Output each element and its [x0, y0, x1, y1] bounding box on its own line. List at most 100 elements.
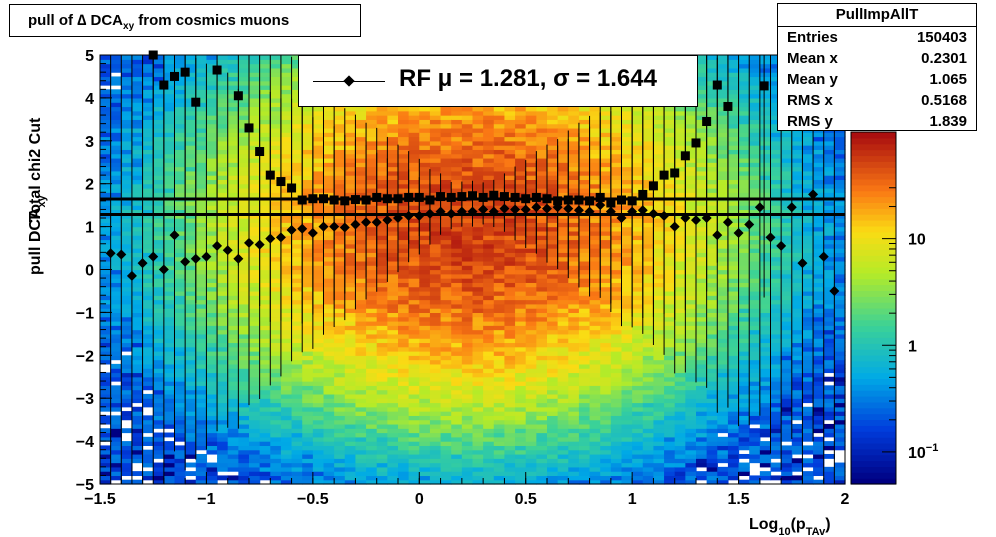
heatmap-cell: [121, 295, 133, 301]
heatmap-cell: [355, 303, 367, 309]
heatmap-cell: [355, 123, 367, 129]
heatmap-cell: [153, 260, 165, 266]
heatmap-cell: [334, 213, 346, 219]
heatmap-cell: [568, 419, 580, 425]
heatmap-cell: [621, 338, 633, 344]
heatmap-cell: [312, 290, 325, 296]
heatmap-cell: [131, 453, 144, 459]
heatmap-cell: [249, 93, 261, 99]
heatmap-cell: [270, 110, 282, 116]
heatmap-cell: [632, 479, 644, 485]
heatmap-cell: [408, 153, 420, 159]
heatmap-cell: [621, 230, 633, 236]
heatmap-cell: [398, 445, 410, 451]
heatmap-cell: [578, 157, 591, 163]
heatmap-cell: [536, 320, 548, 326]
heatmap-cell: [100, 299, 112, 305]
heatmap-cell: [376, 372, 388, 378]
heatmap-cell: [121, 102, 133, 108]
heatmap-cell: [366, 325, 378, 331]
heatmap-cell: [568, 398, 580, 404]
heatmap-cell: [483, 235, 495, 241]
heatmap-cell: [344, 222, 357, 228]
heatmap-cell: [376, 462, 388, 468]
heatmap-cell: [589, 393, 601, 399]
heatmap-cell: [525, 162, 537, 168]
heatmap-cell: [355, 115, 367, 120]
heatmap-cell: [547, 333, 559, 339]
heatmap-cell: [578, 363, 591, 369]
heatmap-cell: [334, 205, 346, 211]
heatmap-cell: [419, 153, 431, 159]
heatmap-cell: [249, 213, 261, 219]
heatmap-cell: [142, 265, 154, 271]
heatmap-cell: [461, 423, 474, 429]
heatmap-cell: [419, 419, 431, 425]
heatmap-cell: [249, 286, 261, 292]
heatmap-cell: [515, 273, 527, 279]
heatmap-cell: [142, 320, 154, 326]
heatmap-cell: [142, 63, 154, 69]
heatmap-cell: [131, 308, 144, 313]
heatmap-cell: [142, 205, 154, 211]
heatmap-cell: [398, 123, 410, 129]
heatmap-cell: [355, 316, 367, 322]
heatmap-cell: [366, 299, 378, 305]
heatmap-cell: [195, 428, 208, 434]
heatmap-cell: [632, 445, 644, 451]
heatmap-cell: [398, 132, 410, 138]
heatmap-cell: [238, 76, 250, 82]
heatmap-cell: [600, 200, 612, 206]
heatmap-cell: [174, 290, 186, 296]
heatmap-cell: [536, 346, 548, 352]
heatmap-cell: [461, 273, 474, 279]
heatmap-cell: [419, 329, 431, 335]
heatmap-cell: [525, 235, 537, 241]
heatmap-cell: [461, 385, 474, 391]
heatmap-cell: [259, 381, 271, 386]
heatmap-cell: [227, 351, 239, 356]
heatmap-cell: [557, 200, 569, 206]
heatmap-cell: [387, 479, 399, 485]
heatmap-cell: [238, 183, 250, 189]
heatmap-cell: [547, 140, 559, 146]
heatmap-cell: [632, 458, 644, 464]
heatmap-cell: [217, 385, 229, 391]
heatmap-cell: [185, 55, 197, 60]
heatmap-cell: [376, 312, 388, 318]
heatmap-cell: [100, 415, 112, 421]
heatmap-cell: [312, 179, 325, 185]
heatmap-cell: [131, 449, 144, 455]
heatmap-cell: [270, 80, 282, 86]
heatmap-cell: [174, 166, 186, 172]
heatmap-cell: [536, 123, 548, 129]
heatmap-cell: [568, 106, 580, 112]
heatmap-cell: [302, 260, 314, 266]
heatmap-cell: [610, 428, 623, 434]
heatmap-cell: [259, 359, 271, 365]
heatmap-cell: [206, 140, 218, 146]
heatmap-cell: [376, 252, 388, 258]
heatmap-cell: [610, 402, 623, 408]
heatmap-cell: [163, 102, 176, 108]
heatmap-cell: [121, 415, 133, 421]
heatmap-cell: [238, 316, 250, 322]
heatmap-cell: [185, 381, 197, 386]
heatmap-cell: [121, 187, 133, 193]
heatmap-cell: [217, 406, 229, 412]
heatmap-cell: [600, 389, 612, 395]
heatmap-cell: [259, 475, 271, 481]
heatmap-cell: [483, 453, 495, 459]
heatmap-cell: [153, 338, 165, 344]
heatmap-cell: [110, 458, 122, 464]
heatmap-cell: [238, 320, 250, 326]
heatmap-cell: [515, 419, 527, 425]
heatmap-cell: [515, 205, 527, 211]
heatmap-cell: [461, 175, 474, 181]
heatmap-cell: [472, 282, 484, 288]
heatmap-cell: [568, 187, 580, 193]
heatmap-cell: [131, 93, 144, 99]
heatmap-cell: [461, 419, 474, 425]
heatmap-cell: [483, 475, 495, 481]
heatmap-cell: [387, 432, 399, 438]
